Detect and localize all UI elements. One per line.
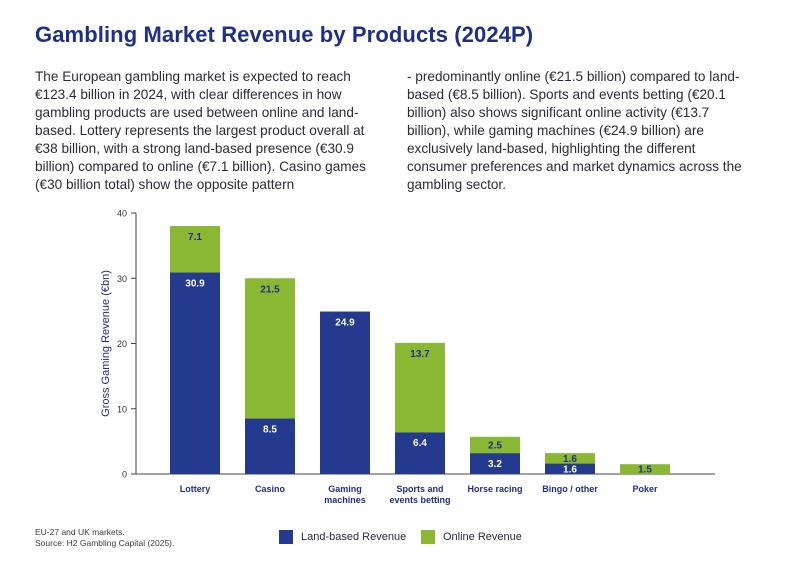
bar-online [170,226,220,273]
x-tick-label: machines [324,495,366,505]
y-tick-label: 0 [122,470,127,480]
bar-online [470,436,520,454]
y-tick-label: 40 [117,209,127,219]
bar-land-based [320,311,370,474]
data-label-land-based: 1.6 [563,464,577,475]
data-label-online: 1.5 [638,465,652,476]
source-note-citation: Source: H2 Gambling Capital (2025). [35,538,175,548]
data-label-land-based: 8.5 [263,425,277,436]
legend-item-land-based: Land-based Revenue [279,530,406,544]
x-tick-label: Lottery [180,484,211,494]
intro-text-left: The European gambling market is expected… [35,69,366,192]
bar-online [545,453,595,464]
x-tick-label: events betting [389,495,450,505]
data-label-online: 13.7 [410,349,430,360]
bar-online [395,342,445,433]
x-tick-label: Bingo / other [542,484,598,494]
data-label-land-based: 6.4 [413,438,427,449]
bar-land-based [470,453,520,474]
x-tick-label: Sports and [396,484,443,494]
data-label-online: 21.5 [260,284,280,295]
x-tick-label: Poker [632,484,658,494]
y-tick-label: 10 [117,404,127,414]
legend-swatch-online [421,530,435,544]
page-title: Gambling Market Revenue by Products (202… [35,22,534,47]
source-note-markets: EU-27 and UK markets. [35,527,125,537]
x-tick-label: Casino [255,484,286,494]
y-tick-label: 20 [117,339,127,349]
x-tick-label: Horse racing [467,484,522,494]
bar-land-based [395,432,445,474]
bar-land-based [170,272,220,474]
legend-item-online: Online Revenue [421,530,522,544]
bar-online [245,278,295,419]
data-label-land-based: 30.9 [185,278,205,289]
stacked-bar-chart: 0 10 20 30 40 Gross Gaming Revenue (€bn) 30.9 7… [100,209,715,505]
x-tick-label: Gaming [328,484,362,494]
y-axis-title: Gross Gaming Revenue (€bn) [100,270,112,417]
data-label-online: 2.5 [488,440,502,451]
legend-swatch-land-based [279,530,293,544]
intro-text-right: - predominantly online (€21.5 billion) c… [407,69,742,192]
legend-label-online: Online Revenue [443,531,522,543]
bar-land-based [545,463,595,474]
chart-legend: Land-based Revenue Online Revenue [0,530,800,546]
data-label-land-based: 3.2 [488,459,502,470]
data-label-online: 7.1 [188,232,202,243]
bar-online [620,464,670,474]
source-note: EU-27 and UK markets. Source: H2 Gamblin… [35,527,174,549]
bar-land-based [245,418,295,474]
data-label-land-based: 24.9 [335,318,355,329]
legend-label-land-based: Land-based Revenue [301,531,407,543]
y-tick-label: 30 [117,274,127,284]
data-label-online: 1.6 [563,454,577,465]
